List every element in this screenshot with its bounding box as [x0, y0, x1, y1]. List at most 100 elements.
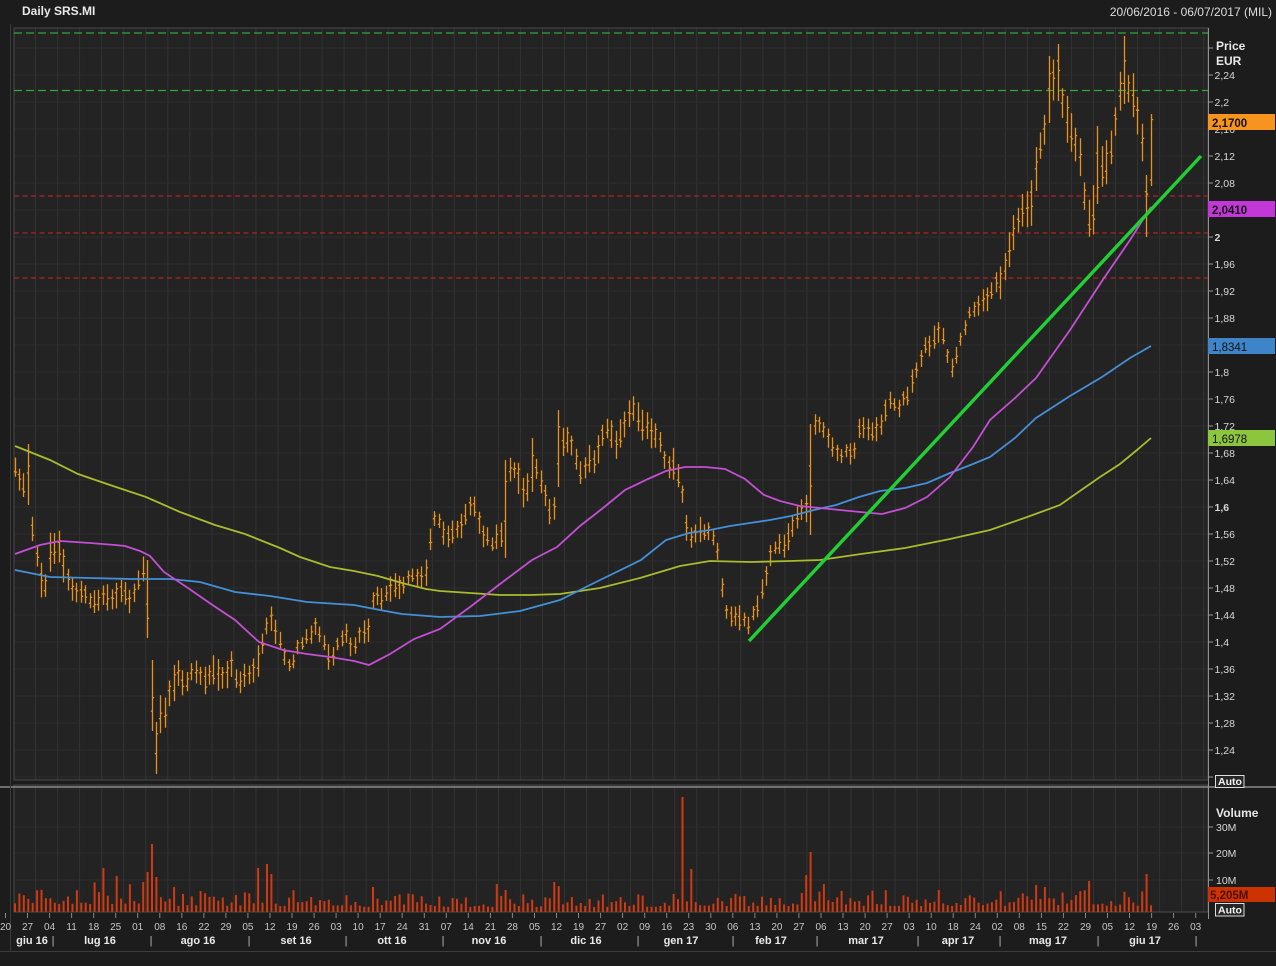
svg-text:08: 08 — [1014, 922, 1026, 933]
svg-text:23: 23 — [683, 922, 695, 933]
svg-text:31: 31 — [419, 922, 431, 933]
svg-text:|: | — [345, 935, 348, 947]
svg-text:2: 2 — [1215, 232, 1221, 244]
svg-text:2,1700: 2,1700 — [1212, 118, 1247, 130]
svg-text:Daily SRS.MI: Daily SRS.MI — [22, 4, 95, 18]
svg-text:29: 29 — [220, 922, 232, 933]
svg-text:20/06/2016 - 06/07/2017 (MIL): 20/06/2016 - 06/07/2017 (MIL) — [1110, 5, 1272, 19]
svg-text:ago 16: ago 16 — [181, 935, 216, 947]
svg-text:5,205M: 5,205M — [1210, 890, 1248, 902]
svg-text:EUR: EUR — [1216, 54, 1242, 68]
svg-text:28: 28 — [507, 922, 519, 933]
svg-text:14: 14 — [463, 922, 475, 933]
svg-text:|: | — [52, 935, 55, 947]
svg-text:13: 13 — [837, 922, 849, 933]
svg-text:1,96: 1,96 — [1215, 259, 1236, 271]
svg-text:Price: Price — [1216, 39, 1246, 53]
svg-text:27: 27 — [22, 922, 34, 933]
svg-text:05: 05 — [529, 922, 541, 933]
svg-text:22: 22 — [1058, 922, 1070, 933]
svg-text:30: 30 — [705, 922, 717, 933]
svg-text:15: 15 — [1036, 922, 1048, 933]
svg-text:03: 03 — [1190, 922, 1202, 933]
svg-text:|: | — [1195, 935, 1198, 947]
svg-text:26: 26 — [1168, 922, 1180, 933]
svg-text:30M: 30M — [1216, 822, 1236, 834]
svg-text:1,48: 1,48 — [1215, 583, 1236, 595]
svg-text:1,32: 1,32 — [1215, 691, 1236, 703]
svg-text:2,24: 2,24 — [1215, 70, 1236, 82]
svg-text:26: 26 — [309, 922, 321, 933]
svg-text:1,44: 1,44 — [1215, 610, 1236, 622]
svg-text:25: 25 — [110, 922, 122, 933]
svg-text:05: 05 — [1102, 922, 1114, 933]
svg-text:1,64: 1,64 — [1215, 475, 1236, 487]
svg-text:29: 29 — [1080, 922, 1092, 933]
svg-text:12: 12 — [264, 922, 276, 933]
svg-text:1,76: 1,76 — [1215, 394, 1236, 406]
svg-text:Auto: Auto — [1218, 776, 1242, 788]
svg-text:1,88: 1,88 — [1215, 313, 1236, 325]
svg-text:Auto: Auto — [1218, 905, 1242, 917]
svg-text:20: 20 — [771, 922, 783, 933]
svg-text:1,4: 1,4 — [1215, 637, 1230, 649]
svg-text:|: | — [732, 935, 735, 947]
svg-text:|: | — [637, 935, 640, 947]
svg-text:1,56: 1,56 — [1215, 529, 1236, 541]
svg-text:2,2: 2,2 — [1215, 97, 1230, 109]
svg-text:1,28: 1,28 — [1215, 718, 1236, 730]
svg-text:11: 11 — [66, 922, 77, 933]
svg-text:dic 16: dic 16 — [570, 935, 601, 947]
svg-text:16: 16 — [176, 922, 188, 933]
svg-text:03: 03 — [331, 922, 343, 933]
svg-text:22: 22 — [198, 922, 210, 933]
svg-text:17: 17 — [375, 922, 387, 933]
svg-text:20: 20 — [860, 922, 872, 933]
svg-text:|: | — [248, 935, 251, 947]
svg-text:2,08: 2,08 — [1215, 178, 1236, 190]
svg-text:giu 17: giu 17 — [1129, 935, 1161, 947]
svg-text:07: 07 — [441, 922, 453, 933]
svg-text:|: | — [150, 935, 153, 947]
svg-text:10: 10 — [926, 922, 938, 933]
svg-text:18: 18 — [88, 922, 100, 933]
svg-text:19: 19 — [573, 922, 585, 933]
svg-text:18: 18 — [948, 922, 960, 933]
svg-text:mar 17: mar 17 — [848, 935, 883, 947]
svg-text:04: 04 — [44, 922, 56, 933]
svg-text:1,68: 1,68 — [1215, 448, 1236, 460]
svg-text:1,52: 1,52 — [1215, 556, 1236, 568]
svg-text:06: 06 — [815, 922, 827, 933]
svg-text:2,0410: 2,0410 — [1212, 205, 1247, 217]
svg-text:24: 24 — [970, 922, 982, 933]
svg-text:24: 24 — [397, 922, 409, 933]
svg-text:01: 01 — [132, 922, 144, 933]
svg-text:1,8341: 1,8341 — [1212, 342, 1247, 354]
svg-text:1,36: 1,36 — [1215, 664, 1236, 676]
svg-text:19: 19 — [286, 922, 298, 933]
svg-text:lug 16: lug 16 — [84, 935, 116, 947]
svg-text:05: 05 — [242, 922, 254, 933]
svg-text:02: 02 — [617, 922, 629, 933]
svg-text:1,92: 1,92 — [1215, 286, 1236, 298]
svg-text:08: 08 — [154, 922, 166, 933]
svg-text:1,6978: 1,6978 — [1212, 434, 1247, 446]
svg-text:27: 27 — [793, 922, 805, 933]
svg-text:|: | — [442, 935, 445, 947]
svg-text:10M: 10M — [1216, 875, 1236, 887]
svg-text:27: 27 — [595, 922, 607, 933]
svg-text:Volume: Volume — [1216, 806, 1259, 820]
svg-text:2,12: 2,12 — [1215, 151, 1236, 163]
svg-text:20: 20 — [0, 922, 11, 933]
svg-text:gen 17: gen 17 — [664, 935, 699, 947]
svg-text:16: 16 — [661, 922, 673, 933]
svg-text:1,24: 1,24 — [1215, 745, 1236, 757]
svg-text:12: 12 — [551, 922, 563, 933]
svg-text:mag 17: mag 17 — [1029, 935, 1067, 947]
svg-text:ott 16: ott 16 — [377, 935, 406, 947]
svg-text:|: | — [917, 935, 920, 947]
svg-text:apr 17: apr 17 — [942, 935, 974, 947]
svg-text:|: | — [1097, 935, 1100, 947]
svg-text:06: 06 — [727, 922, 739, 933]
svg-text:|: | — [540, 935, 543, 947]
